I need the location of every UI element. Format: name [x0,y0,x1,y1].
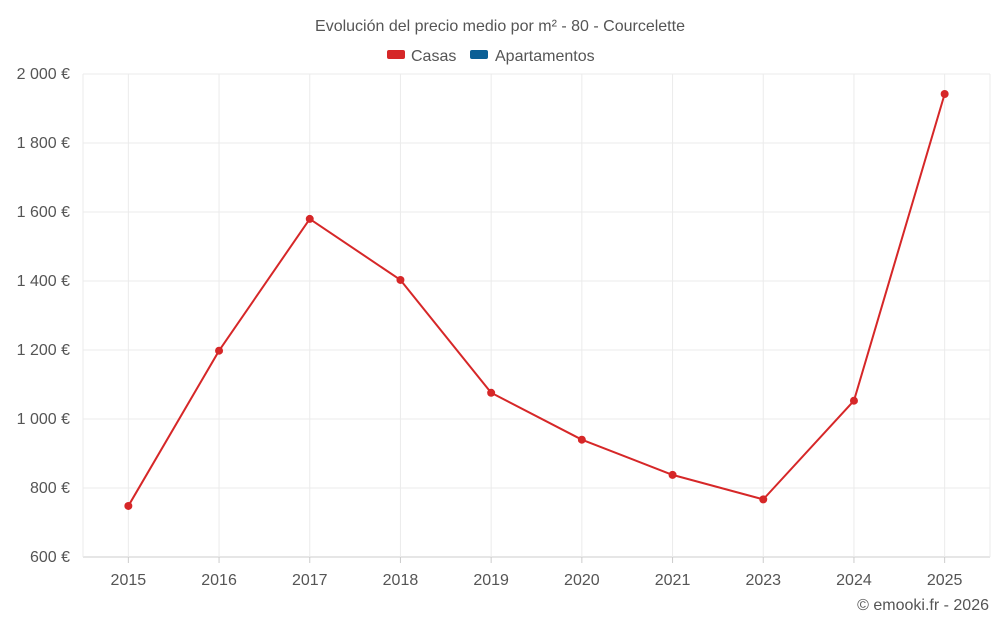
x-tick-label: 2015 [111,572,147,589]
y-tick-label: 1 600 € [17,204,70,221]
x-tick-label: 2017 [292,572,328,589]
data-point[interactable] [215,346,224,355]
legend-label-casas: Casas [411,48,456,65]
y-tick-label: 2 000 € [17,66,70,83]
chart-title: Evolución del precio medio por m² - 80 -… [315,18,685,35]
y-tick-label: 1 400 € [17,273,70,290]
x-tick-label: 2020 [564,572,600,589]
data-point[interactable] [759,495,768,504]
legend-swatch-casas [387,50,405,59]
legend-item-casas[interactable]: Casas [387,48,456,65]
legend: Casas Apartamentos [387,48,595,65]
y-axis: 600 € 800 € 1 000 € 1 200 € 1 400 € 1 600 € 1 … [17,66,70,566]
legend-label-apartamentos: Apartamentos [495,48,595,65]
legend-swatch-apartamentos [470,50,488,59]
y-tick-label: 600 € [30,549,70,566]
y-tick-label: 800 € [30,480,70,497]
x-tick-label: 2021 [655,572,691,589]
x-tick-label: 2019 [473,572,509,589]
data-point[interactable] [940,90,949,99]
x-tick-label: 2018 [383,572,419,589]
series-line-casas [127,93,946,507]
x-tick-label: 2016 [201,572,237,589]
series-casas [124,90,949,510]
y-tick-label: 1 000 € [17,411,70,428]
data-point[interactable] [124,501,133,510]
x-tick-label: 2023 [745,572,781,589]
data-point[interactable] [577,435,586,444]
grid [82,73,991,558]
data-point[interactable] [487,388,496,397]
x-tick-label: 2025 [927,572,963,589]
y-tick-label: 1 800 € [17,135,70,152]
data-point[interactable] [668,470,677,479]
data-point[interactable] [305,214,314,223]
data-point[interactable] [396,275,405,284]
data-point[interactable] [849,396,858,405]
x-tick-label: 2024 [836,572,872,589]
y-tick-label: 1 200 € [17,342,70,359]
credit-text: © emooki.fr - 2026 [857,597,989,614]
x-axis: 2015 2016 2017 2018 2019 2020 2021 2023 2024 2025 [111,557,963,589]
legend-item-apartamentos[interactable]: Apartamentos [470,48,595,65]
